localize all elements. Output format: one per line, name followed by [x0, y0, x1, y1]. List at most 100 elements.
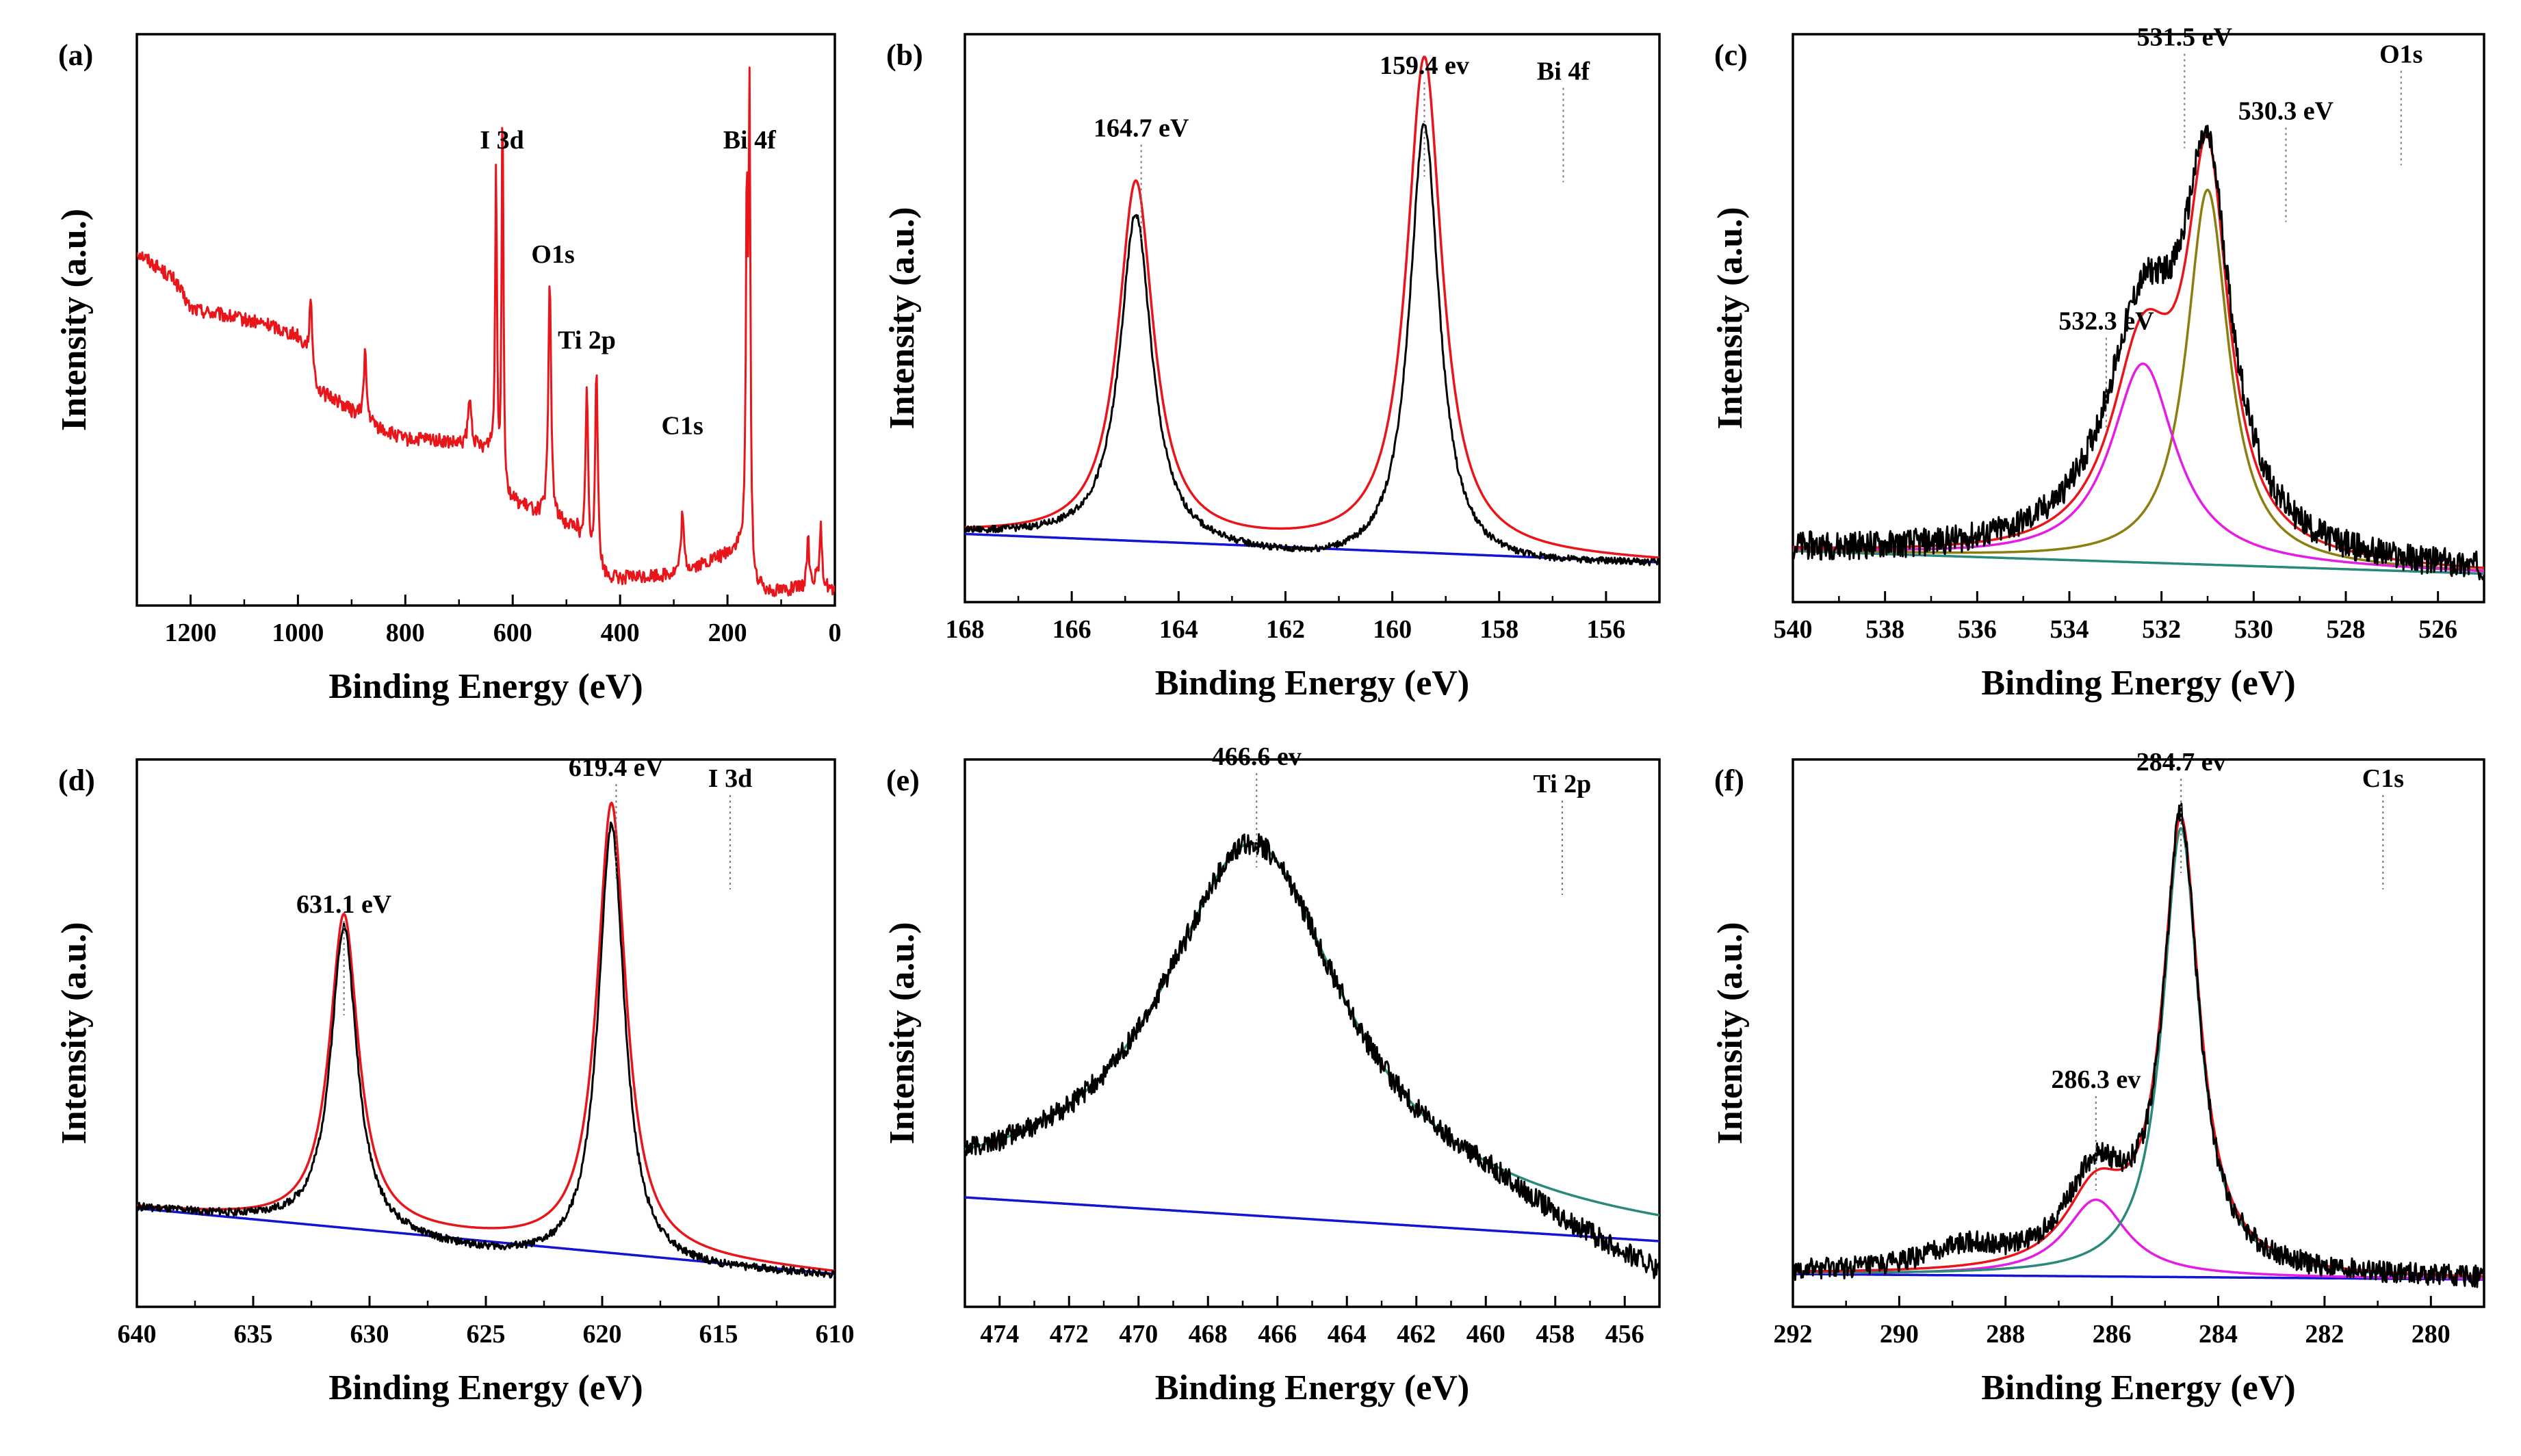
annotation: O1s: [2379, 40, 2422, 69]
plot-frame: [135, 33, 836, 607]
x-tick-label: 164: [1159, 615, 1198, 644]
x-tick-label: 536: [1958, 615, 1997, 644]
plot-frame: [1792, 33, 2485, 603]
annotation: C1s: [662, 412, 703, 441]
y-axis-title: Intensity (a.u.): [55, 922, 94, 1144]
annotation: 286.3 ev: [2051, 1065, 2141, 1094]
x-tick-label: 290: [1880, 1320, 1919, 1349]
annotation: Bi 4f: [723, 126, 777, 155]
x-tick-label: 288: [1986, 1320, 2025, 1349]
series-raw: [1793, 125, 2484, 581]
x-tick-label: 472: [1050, 1320, 1089, 1349]
x-tick-label: 800: [386, 619, 425, 647]
panel-b: 168 166 164 162 160 158 156 Binding Energy (eV)…: [883, 33, 1661, 703]
panel-label: (b): [886, 38, 923, 72]
panel-f: 292 290 288 286 284 282 280 Binding Energy (eV)…: [1711, 748, 2485, 1407]
series-envelope: [965, 55, 1659, 559]
series-peak-284-7-ev: [1793, 827, 2484, 1279]
x-axis-title: Binding Energy (eV): [1155, 1368, 1469, 1407]
panel-label: (d): [58, 764, 95, 797]
x-tick-label: 532: [2142, 615, 2181, 644]
x-axis-title: Binding Energy (eV): [328, 667, 643, 706]
x-tick-label: 200: [708, 619, 747, 647]
annotation: 284.7 ev: [2136, 748, 2226, 777]
x-tick-label: 280: [2412, 1320, 2451, 1349]
series-peak-530-3-ev: [1793, 188, 2484, 572]
series-survey: [137, 66, 835, 597]
plot-area: [965, 55, 1659, 567]
annotation: 159.4 ev: [1380, 51, 1469, 80]
series-raw: [137, 821, 835, 1279]
annotation: 164.7 eV: [1094, 114, 1189, 142]
x-tick-label: 615: [699, 1320, 738, 1349]
x-axis-title: Binding Energy (eV): [328, 1368, 643, 1407]
x-tick-label: 292: [1774, 1320, 1813, 1349]
x-tick-label: 534: [2050, 615, 2089, 644]
annotation: Ti 2p: [1533, 770, 1591, 798]
x-tick-label: 460: [1466, 1320, 1505, 1349]
series-peak-532-3-ev: [1793, 362, 2484, 573]
x-tick-label: 528: [2327, 615, 2366, 644]
panel-e: 474 472 470 468 466 464 462 460 458 456 Binding En…: [883, 742, 1661, 1407]
x-axis-title: Binding Energy (eV): [1981, 1368, 2295, 1407]
annotation: I 3d: [708, 764, 752, 793]
plot-area: [137, 784, 835, 1279]
x-tick-label: 162: [1266, 615, 1305, 644]
x-tick-label: 400: [601, 619, 640, 647]
x-tick-label: 462: [1397, 1320, 1436, 1349]
plot-frame: [964, 758, 1661, 1308]
x-axis-title: Binding Energy (eV): [1981, 664, 2295, 703]
x-tick-label: 0: [829, 619, 842, 647]
plot-frame: [964, 33, 1661, 603]
series-background: [1793, 549, 2484, 575]
x-axis-title: Binding Energy (eV): [1155, 664, 1469, 703]
x-tick-label: 458: [1536, 1320, 1575, 1349]
panel-label: (a): [58, 38, 93, 72]
series-fit: [965, 842, 1659, 1217]
annotation: 631.1 eV: [296, 890, 392, 919]
x-tick-label: 468: [1189, 1320, 1228, 1349]
x-tick-label: 156: [1586, 615, 1625, 644]
x-tick-label: 282: [2305, 1320, 2344, 1349]
panel-c: 540 538 536 534 532 530 528 526 Binding Energy (…: [1711, 23, 2485, 703]
series-envelope: [1793, 814, 2484, 1278]
x-tick-label: 538: [1865, 615, 1904, 644]
x-tick-label: 1200: [164, 619, 216, 647]
x-tick-label: 166: [1052, 615, 1091, 644]
annotation: 532.3 eV: [2058, 307, 2154, 336]
x-tick-label: 168: [946, 615, 985, 644]
x-tick-label: 284: [2199, 1320, 2238, 1349]
x-tick-label: 1000: [272, 619, 324, 647]
y-axis-title: Intensity (a.u.): [1711, 922, 1750, 1144]
x-tick-label: 158: [1479, 615, 1518, 644]
panel-label: (f): [1714, 764, 1744, 797]
x-tick-label: 620: [583, 1320, 622, 1349]
annotation: I 3d: [480, 126, 523, 155]
plot-area: [965, 773, 1659, 1279]
panel-label: (c): [1714, 38, 1748, 72]
annotation: Bi 4f: [1537, 57, 1590, 86]
series-raw: [965, 122, 1659, 567]
y-axis-title: Intensity (a.u.): [55, 209, 94, 431]
x-tick-label: 464: [1328, 1320, 1367, 1349]
annotation: Ti 2p: [558, 326, 616, 354]
y-axis-title: Intensity (a.u.): [883, 207, 922, 429]
series-raw: [1793, 803, 2484, 1288]
series-raw: [965, 833, 1659, 1279]
plot-frame: [135, 758, 836, 1308]
x-tick-label: 474: [980, 1320, 1019, 1349]
series-background: [1793, 1273, 2484, 1281]
annotation: 466.6 ev: [1212, 742, 1302, 771]
x-tick-label: 530: [2234, 615, 2273, 644]
x-tick-label: 526: [2418, 615, 2457, 644]
x-tick-label: 625: [467, 1320, 506, 1349]
plot-area: [1793, 779, 2484, 1288]
panel-d: 640 635 630 625 620 615 610 Binding Energy (eV)…: [55, 753, 855, 1407]
x-tick-label: 160: [1373, 615, 1412, 644]
x-tick-label: 470: [1119, 1320, 1158, 1349]
series-envelope: [137, 801, 835, 1273]
plot-frame: [1792, 758, 2485, 1308]
x-tick-label: 630: [350, 1320, 389, 1349]
annotation: C1s: [2362, 764, 2404, 793]
